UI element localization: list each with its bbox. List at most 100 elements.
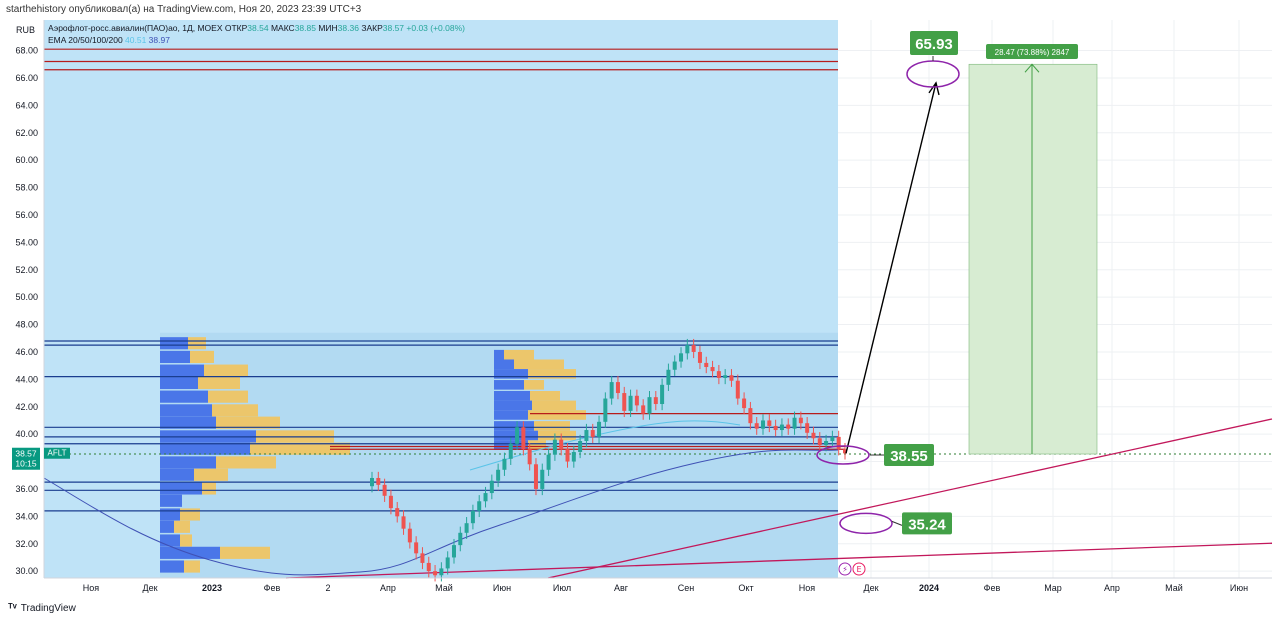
candle-body bbox=[805, 423, 810, 433]
candle-body bbox=[445, 557, 450, 569]
candle-body bbox=[603, 398, 608, 422]
candle-body bbox=[483, 493, 488, 502]
volume-profile-bar-up bbox=[160, 560, 184, 573]
price-tick-label: 58.00 bbox=[15, 183, 38, 193]
price-range-label: 28.47 (73.88%) 2847 bbox=[995, 48, 1070, 57]
volume-profile-bar-down bbox=[198, 376, 240, 390]
time-tick-label: Май bbox=[435, 583, 453, 593]
candle-body bbox=[546, 454, 551, 470]
last-price-tag-bg bbox=[12, 447, 40, 470]
candle-body bbox=[754, 423, 759, 429]
dividend-event-icon[interactable] bbox=[838, 562, 852, 576]
candle-body bbox=[773, 425, 778, 431]
time-tick-label: Апр bbox=[1104, 583, 1120, 593]
ema-legend[interactable]: EMA 20/50/100/200 40.51 38.97 bbox=[48, 35, 170, 45]
time-tick-label: Дек bbox=[142, 583, 157, 593]
volume-profile-bar-down bbox=[180, 534, 192, 547]
volume-profile-bar-up bbox=[160, 456, 216, 469]
ticker-tag-label: AFLT bbox=[48, 449, 67, 458]
time-tick-label: Июн bbox=[493, 583, 511, 593]
candle-body bbox=[540, 469, 545, 489]
time-tick-label: Фев bbox=[984, 583, 1001, 593]
support-ellipse bbox=[839, 512, 893, 535]
volume-profile-bar-down bbox=[528, 440, 546, 450]
price-tick-label: 54.00 bbox=[15, 237, 38, 247]
candle-body bbox=[666, 369, 671, 385]
event-icon-glyph: E bbox=[856, 565, 861, 574]
candle-body bbox=[767, 420, 772, 426]
earnings-event-icon[interactable] bbox=[852, 562, 866, 576]
candle-body bbox=[439, 568, 444, 576]
footer-brand: ᵀᵛ TradingView bbox=[8, 602, 76, 614]
time-tick-label: Июн bbox=[1230, 583, 1248, 593]
price-tick-label: 50.00 bbox=[15, 292, 38, 302]
candle-body bbox=[634, 395, 639, 406]
time-tick-label: Сен bbox=[678, 583, 695, 593]
candle-body bbox=[641, 405, 646, 414]
price-range-arrowhead bbox=[1024, 63, 1040, 73]
volume-profile-bar-down bbox=[528, 369, 576, 379]
price-tick-label: 44.00 bbox=[15, 374, 38, 384]
volume-profile-bar-up bbox=[160, 494, 182, 507]
volume-profile-bar-up bbox=[160, 520, 174, 533]
volume-profile-bar-up bbox=[160, 482, 202, 495]
candle-body bbox=[628, 395, 633, 411]
price-tick-label: 46.00 bbox=[15, 347, 38, 357]
candle-body bbox=[836, 436, 841, 450]
candle-body bbox=[477, 501, 482, 511]
candle-body bbox=[697, 351, 702, 363]
candle-body bbox=[401, 516, 406, 529]
current-label-bg bbox=[884, 444, 934, 467]
time-tick-label: Фев bbox=[264, 583, 281, 593]
candle-body bbox=[515, 427, 520, 444]
candle-body bbox=[414, 542, 419, 554]
candle-body bbox=[590, 430, 595, 437]
candle-body bbox=[426, 562, 431, 572]
support-connector bbox=[891, 520, 903, 526]
time-tick-label: 2023 bbox=[202, 583, 222, 593]
price-tick-label: 36.00 bbox=[15, 484, 38, 494]
time-tick-label: Ноя bbox=[799, 583, 816, 593]
volume-profile-bar-up bbox=[160, 364, 204, 377]
volume-profile-bar-down bbox=[188, 337, 206, 350]
price-tick-label: 34.00 bbox=[15, 511, 38, 521]
symbol-legend[interactable]: Аэрофлот-росс.авиалин(ПАО)ао, 1Д, MOEX О… bbox=[48, 23, 465, 33]
candle-body bbox=[653, 397, 658, 405]
candle-body bbox=[470, 510, 475, 524]
candle-body bbox=[761, 420, 766, 429]
candle-body bbox=[433, 571, 438, 576]
candle-body bbox=[679, 353, 684, 362]
price-range-label-bg bbox=[986, 44, 1078, 59]
target-label-bg bbox=[910, 31, 958, 55]
volume-profile-bar-down bbox=[532, 400, 576, 411]
volume-profile-bar-down bbox=[534, 421, 570, 431]
candle-body bbox=[786, 424, 791, 429]
time-tick-label: 2 bbox=[325, 583, 330, 593]
volume-profile-bar-down bbox=[524, 380, 544, 390]
price-tick-label: 52.00 bbox=[15, 265, 38, 275]
candle-body bbox=[710, 367, 715, 372]
volume-profile-bar-up bbox=[160, 376, 198, 390]
volume-profile-bar-down bbox=[202, 482, 216, 495]
volume-profile-bar-up bbox=[494, 349, 504, 360]
candle-body bbox=[584, 430, 589, 441]
volume-profile-bar-down bbox=[208, 390, 248, 403]
candle-body bbox=[811, 432, 816, 439]
candle-body bbox=[817, 438, 822, 446]
volume-profile-bar-up bbox=[494, 410, 528, 420]
volume-profile-bar-up bbox=[160, 546, 220, 559]
volume-profile-bar-up bbox=[160, 534, 180, 547]
volume-profile-bar-up bbox=[494, 369, 528, 379]
candle-body bbox=[395, 508, 400, 517]
volume-profile-bar-up bbox=[494, 421, 534, 431]
volume-profile-bar-down bbox=[216, 456, 276, 469]
current-ellipse bbox=[816, 445, 870, 465]
price-tick-label: 60.00 bbox=[15, 155, 38, 165]
candle-body bbox=[464, 523, 469, 533]
volume-profile-bar-down bbox=[530, 390, 560, 401]
time-tick-label: Окт bbox=[738, 583, 753, 593]
volume-profile-bar-down bbox=[204, 364, 248, 377]
volume-profile-bar-down bbox=[250, 442, 350, 455]
candle-body bbox=[376, 477, 381, 485]
